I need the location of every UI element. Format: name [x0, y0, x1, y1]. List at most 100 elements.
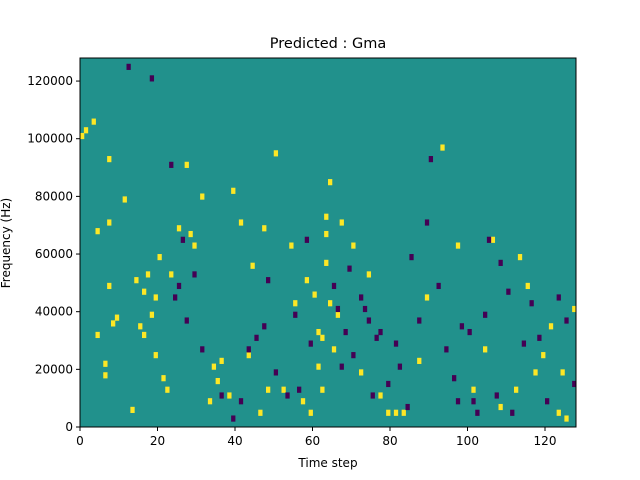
plot-frame — [79, 57, 577, 428]
heatmap-cell-low — [293, 311, 298, 318]
heatmap-cell-low — [273, 369, 279, 376]
heatmap-cells — [80, 63, 577, 422]
heatmap-cell-high — [211, 363, 217, 370]
heatmap-cell-high — [258, 409, 263, 416]
heatmap-cell-high — [324, 230, 329, 238]
x-tick-label: 120 — [534, 434, 557, 448]
chart-title: Predicted : Gma — [270, 36, 386, 52]
heatmap-cell-high — [91, 118, 96, 125]
heatmap-cell-low — [393, 340, 399, 347]
heatmap-cell-high — [142, 288, 147, 295]
heatmap-cell-low — [397, 363, 403, 370]
heatmap-cell-low — [238, 398, 244, 405]
heatmap-cell-high — [107, 282, 112, 290]
heatmap-cell-high — [498, 403, 503, 411]
heatmap-cell-high — [359, 369, 364, 376]
heatmap-cell-high — [320, 386, 325, 393]
x-tick-label: 100 — [456, 434, 479, 448]
heatmap-cell-low — [471, 398, 476, 405]
heatmap-cell-high — [266, 386, 271, 393]
heatmap-cell-high — [238, 219, 244, 226]
x-tick-label: 60 — [305, 434, 320, 448]
y-tick-label: 120000 — [27, 74, 73, 88]
heatmap-cell-high — [548, 323, 554, 330]
heatmap-cell-high — [114, 314, 120, 321]
heatmap-cell-low — [436, 282, 441, 290]
y-axis-label: Frequency (Hz) — [0, 198, 13, 289]
heatmap-cell-high — [192, 242, 197, 249]
y-tick-label: 20000 — [35, 362, 73, 376]
heatmap-cell-low — [266, 277, 271, 284]
heatmap-cell-low — [486, 236, 492, 243]
heatmap-cell-low — [405, 403, 410, 411]
heatmap-cell-low — [459, 323, 465, 330]
heatmap-cell-high — [262, 225, 267, 232]
heatmap-cell-high — [153, 352, 158, 359]
plot-background — [80, 58, 576, 427]
heatmap-cell-low — [510, 409, 515, 416]
heatmap-cell-low — [370, 392, 375, 399]
heatmap-cell-low — [483, 311, 488, 318]
heatmap-cell-high — [312, 291, 317, 298]
heatmap-cell-high — [153, 294, 158, 301]
heatmap-cell-low — [180, 236, 186, 243]
heatmap-cell-high — [424, 294, 430, 301]
heatmap-cell-high — [169, 271, 174, 278]
heatmap-cell-high — [142, 331, 147, 339]
heatmap-cell-high — [320, 334, 325, 341]
heatmap-cell-high — [324, 213, 329, 220]
heatmap-cell-high — [293, 300, 298, 307]
heatmap-cell-low — [262, 323, 267, 330]
heatmap-cell-high — [157, 254, 162, 261]
heatmap-cell-high — [440, 144, 445, 151]
heatmap-cell-high — [339, 219, 344, 226]
heatmap-cell-high — [564, 415, 569, 422]
heatmap-cell-low — [455, 398, 461, 405]
heatmap-cell-low — [285, 392, 290, 399]
heatmap-cell-high — [103, 372, 108, 379]
y-tick-label: 100000 — [27, 132, 73, 146]
heatmap-cell-low — [498, 259, 503, 266]
heatmap-cell-high — [517, 254, 523, 261]
heatmap-cell-high — [351, 242, 356, 249]
heatmap-cell-high — [219, 357, 224, 364]
heatmap-cell-high — [393, 409, 399, 416]
heatmap-cell-high — [471, 386, 476, 393]
heatmap-cell-high — [514, 386, 519, 393]
heatmap-cell-low — [366, 317, 372, 324]
heatmap-cell-high — [83, 127, 89, 134]
heatmap-cell-high — [533, 369, 538, 376]
heatmap-cell-high — [455, 242, 461, 249]
x-axis-label: Time step — [297, 456, 357, 470]
heatmap-cell-low — [494, 392, 499, 399]
heatmap-cell-low — [537, 334, 542, 341]
heatmap-cell-high — [176, 225, 182, 232]
heatmap-cell-high — [328, 179, 333, 186]
heatmap-cell-high — [289, 242, 294, 249]
heatmap-cell-low — [572, 380, 577, 388]
heatmap-cell-low — [254, 334, 259, 341]
heatmap-cell-low — [475, 409, 480, 416]
heatmap-cell-low — [331, 282, 337, 290]
heatmap-cell-low — [409, 254, 414, 261]
plot-area — [79, 57, 577, 428]
heatmap-cell-high — [107, 156, 112, 163]
heatmap-cell-high — [246, 352, 251, 359]
heatmap-cell-high — [417, 357, 422, 364]
heatmap-cell-high — [273, 150, 279, 157]
heatmap-cell-low — [297, 386, 302, 393]
heatmap-cell-high — [95, 228, 100, 235]
heatmap-cell-high — [130, 406, 135, 413]
heatmap-cell-high — [138, 323, 143, 330]
heatmap-cell-low — [374, 334, 379, 341]
heatmap-cell-high — [300, 398, 306, 405]
x-tick-label: 80 — [382, 434, 397, 448]
heatmap-cell-high — [134, 277, 139, 284]
heatmap-cell-low — [304, 236, 310, 243]
x-tick-label: 40 — [227, 434, 242, 448]
heatmap-cell-low — [428, 156, 434, 163]
heatmap-cell-low — [347, 265, 352, 272]
heatmap-cell-high — [122, 196, 127, 203]
heatmap-cell-low — [231, 415, 236, 422]
